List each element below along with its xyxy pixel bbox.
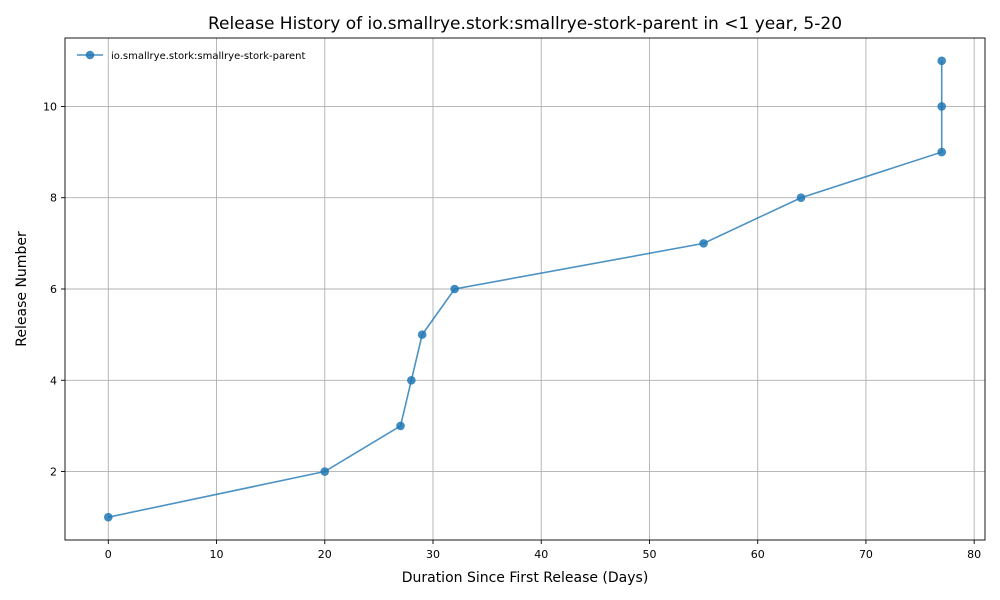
data-point	[796, 193, 806, 203]
data-point	[407, 375, 416, 385]
y-tick-label: 4	[50, 374, 57, 387]
y-tick-label: 10	[43, 100, 57, 113]
axis-ticks: 0 10 20 30 40 50 60 70 80 2 4 6 8 10	[43, 100, 981, 561]
x-tick-label: 60	[751, 548, 765, 561]
x-tick-label: 40	[534, 548, 548, 561]
x-tick-label: 50	[642, 548, 656, 561]
data-point	[396, 421, 405, 431]
x-tick-label: 70	[859, 548, 873, 561]
x-tick-label: 0	[105, 548, 112, 561]
y-axis-label: Release Number	[14, 231, 30, 347]
data-point	[450, 284, 459, 294]
x-tick-label: 80	[967, 548, 981, 561]
data-point	[937, 147, 947, 157]
series-layer	[103, 56, 947, 522]
y-tick-label: 8	[50, 192, 57, 205]
data-point	[103, 512, 113, 522]
y-tick-label: 2	[50, 466, 57, 479]
grid-lines	[65, 38, 985, 540]
data-point	[937, 102, 947, 111]
legend: io.smallrye.stork:smallrye-stork-parent	[77, 50, 305, 62]
x-axis-label: Duration Since First Release (Days)	[402, 570, 649, 586]
data-point	[937, 56, 947, 66]
chart-title: Release History of io.smallrye.stork:sma…	[208, 14, 842, 34]
x-tick-label: 20	[318, 548, 332, 561]
y-tick-label: 6	[50, 283, 57, 296]
x-tick-label: 10	[210, 548, 224, 561]
legend-entry-label: io.smallrye.stork:smallrye-stork-parent	[111, 51, 305, 62]
legend-marker-swatch	[85, 50, 95, 60]
data-point	[417, 330, 427, 339]
data-point	[320, 467, 330, 476]
x-tick-label: 30	[426, 548, 440, 561]
data-point	[699, 239, 708, 248]
